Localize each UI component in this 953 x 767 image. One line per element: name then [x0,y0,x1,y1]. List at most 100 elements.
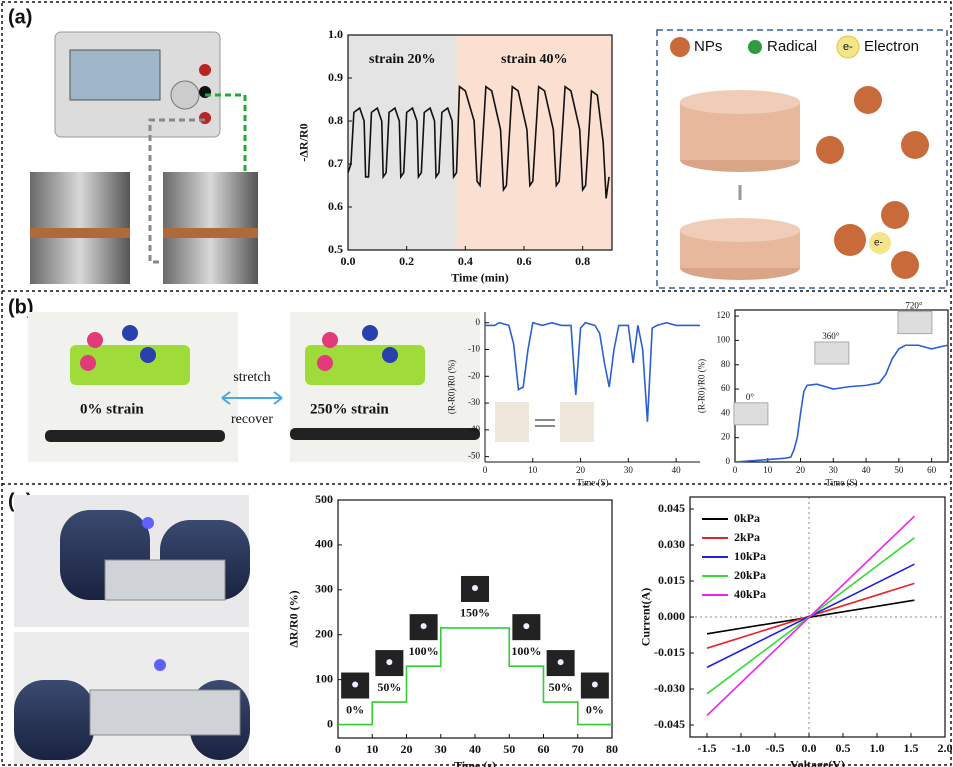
region-label: strain 40% [501,52,568,67]
y-tick-label: 1.0 [328,27,343,41]
y-tick-label: 400 [315,537,333,551]
step-label: 100% [511,644,541,658]
x-tick-label: 10 [528,465,538,475]
y-tick-label: 40 [721,407,731,417]
inset-photo [897,311,933,335]
x-tick-label: -1.0 [732,741,751,755]
y-tick-label: -0.030 [654,681,685,695]
chart: 0 20 40 60 80 100 120 0 10 20 30 40 50 60 Time (S) (R-R… [697,301,949,488]
y-tick-label: -0.045 [654,717,685,731]
y-tick-label: -30 [468,397,480,407]
x-tick-label: 70 [572,742,584,756]
x-tick-label: 10 [763,465,773,475]
inset-photo [814,341,850,365]
diagram-legend: Radical [767,38,817,55]
x-tick-label: 1.0 [870,741,885,755]
y-tick-label: 0.045 [658,501,685,515]
inset-arrow [535,419,555,427]
x-axis-label: Voltage(V) [790,758,845,767]
step-label: 50% [377,680,401,694]
y-tick-label: 80 [721,359,731,369]
inset-led [523,623,530,630]
x-tick-label: 1.5 [904,741,919,755]
y-tick-label: 100 [717,334,731,344]
y-tick-label: 0.015 [658,573,685,587]
inset-label: 0° [746,392,755,402]
x-axis-label: Time (min) [451,271,508,285]
electron-symbol: e- [874,238,883,249]
x-tick-label: 40 [469,742,481,756]
x-tick-label: 0 [733,465,738,475]
data-line [338,627,612,726]
x-tick-label: 20 [796,465,806,475]
inset-led [420,623,427,630]
x-tick-label: 20 [401,742,413,756]
legend-label: 10kPa [734,549,766,563]
panel-label: (b) [8,296,34,318]
step-label: 0% [346,702,364,716]
plot-frame [734,309,949,463]
stretch-label: stretch [233,370,270,385]
diagram-legend: NPs [694,38,722,55]
diagram-legend: Electron [864,38,919,55]
x-tick-label: 0.4 [458,254,473,268]
panel-label: (a) [8,6,32,28]
y-tick-label: 500 [315,492,333,506]
y-tick-label: -20 [468,370,480,380]
legend-label: 0kPa [734,511,760,525]
x-tick-label: 10 [366,742,378,756]
circuit-photos [28,312,480,462]
y-axis-label: (R-R0)/R0 (%) [447,360,457,414]
x-tick-label: 0 [483,465,488,475]
y-tick-label: -40 [468,424,480,434]
y-tick-label: 0 [327,716,333,730]
inset-label: 720° [905,301,923,311]
x-tick-label: 30 [624,465,634,475]
x-tick-label: 20 [576,465,586,475]
y-axis-label: (R-R0)/R0 (%) [697,359,707,413]
y-tick-label: 60 [721,383,731,393]
x-tick-label: 0.6 [517,254,532,268]
data-line [734,344,949,463]
data-line [347,85,610,199]
inset-led [591,681,598,688]
x-tick-label: -1.5 [698,741,717,755]
region-label: strain 20% [369,52,436,67]
x-tick-label: 0 [335,742,341,756]
y-axis-label: Current(A) [639,588,653,646]
x-axis-label: Time (S) [577,478,609,488]
inset-led [472,584,478,591]
instrument-photo [30,31,258,284]
y-tick-label: 0.5 [328,242,343,256]
x-tick-label: 80 [606,742,618,756]
y-tick-label: 0.7 [328,156,343,170]
chart: 0.045 0.030 0.015 0.000 -0.015 -0.030 -0.045 -1… [639,496,953,767]
strain-region [348,35,457,250]
legend-label: 2kPa [734,530,760,544]
y-tick-label: 0.000 [658,609,685,623]
y-axis-label: ΔR/R0 (%) [287,590,301,647]
x-tick-label: 0.8 [575,254,590,268]
x-tick-label: 0.2 [399,254,414,268]
x-tick-label: 30 [829,465,839,475]
y-tick-label: -50 [468,451,480,461]
x-tick-label: -0.5 [766,741,785,755]
inset-photo [495,402,529,442]
y-tick-label: 20 [721,432,731,442]
inset-photo [733,402,769,426]
y-tick-label: 0.030 [658,537,685,551]
inset-label: 360° [822,331,840,341]
step-label: 0% [586,702,604,716]
strain-label: 0% strain [80,401,144,417]
y-tick-label: 0 [476,317,481,327]
data-line [706,599,915,635]
y-tick-label: 100 [315,671,333,685]
y-tick-label: 200 [315,626,333,640]
inset-led [557,659,564,666]
chart: 0 100 200 300 400 500 0 10 20 30 40 50 60 70 80 Time (s… [287,492,618,767]
electron-symbol: e- [843,41,853,53]
x-tick-label: 40 [672,465,682,475]
